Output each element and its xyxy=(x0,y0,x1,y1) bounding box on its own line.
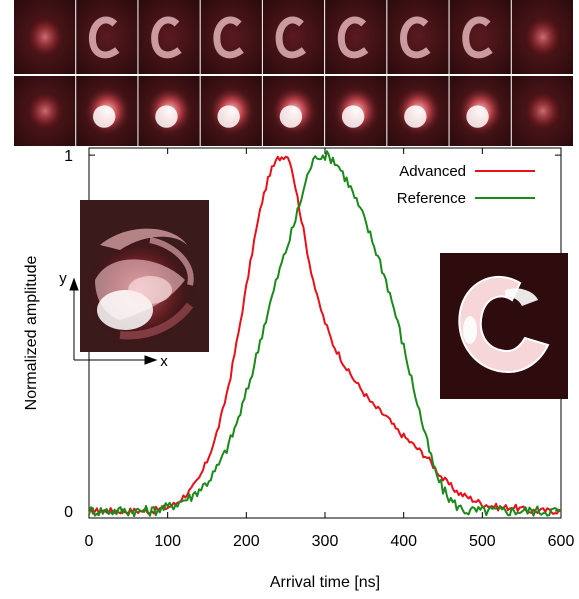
inset-axis-y-label: y xyxy=(59,270,67,287)
strip-c-shape xyxy=(462,16,493,59)
strip-frame xyxy=(325,0,387,74)
strip-frame xyxy=(76,0,138,74)
strip-frame xyxy=(449,0,511,74)
legend-label-reference: Reference xyxy=(397,190,466,207)
inset-image-left xyxy=(80,200,209,352)
series-top xyxy=(88,150,562,518)
strip-c-shape xyxy=(400,16,431,59)
strip-frame xyxy=(387,0,449,74)
inset-xy-axes xyxy=(69,277,158,365)
x-tick-label: 0 xyxy=(85,533,94,550)
strip-c-shape xyxy=(151,16,182,59)
strip-c-shape xyxy=(213,16,244,59)
strip-c-shape xyxy=(275,16,307,59)
x-tick-label: 400 xyxy=(390,533,417,550)
strip-wave-shape xyxy=(270,85,318,137)
strip-c-shape xyxy=(88,16,120,59)
strip-wave-shape xyxy=(457,85,505,137)
strip-frame xyxy=(138,0,200,74)
strip-blob xyxy=(25,14,66,60)
strip-blob xyxy=(25,90,66,132)
strip-c-shape xyxy=(337,16,369,59)
legend-label-advanced: Advanced xyxy=(399,163,466,180)
x-axis-label: Arrival time [ns] xyxy=(270,574,380,591)
x-axis-ticks: 0 100 200 300 400 500 600 xyxy=(85,148,575,550)
y-axis-label: Normalized amplitude xyxy=(23,256,40,411)
strip-blob xyxy=(522,14,563,60)
x-tick-label: 500 xyxy=(469,533,496,550)
inset-image-right xyxy=(440,253,568,399)
strip-wave-shape xyxy=(83,85,131,137)
x-tick-label: 100 xyxy=(154,533,181,550)
series-line-reference xyxy=(88,150,562,518)
image-strips xyxy=(14,0,573,146)
x-tick-label: 200 xyxy=(233,533,260,550)
y-tick-label: 1 xyxy=(64,148,73,165)
strip-wave-shape xyxy=(394,85,443,137)
strip-wave-shape xyxy=(332,85,380,137)
strip-wave-shape xyxy=(145,85,194,137)
strip-wave-shape xyxy=(208,85,256,137)
y-tick-label: 0 xyxy=(64,504,73,521)
x-tick-label: 300 xyxy=(312,533,339,550)
legend: Advanced Reference xyxy=(397,163,535,207)
inset-axis-x-label: x xyxy=(160,353,168,370)
strip-blob xyxy=(522,90,563,132)
strip-frame xyxy=(262,0,325,74)
x-tick-label: 600 xyxy=(548,533,575,550)
strip-frame xyxy=(200,0,262,74)
